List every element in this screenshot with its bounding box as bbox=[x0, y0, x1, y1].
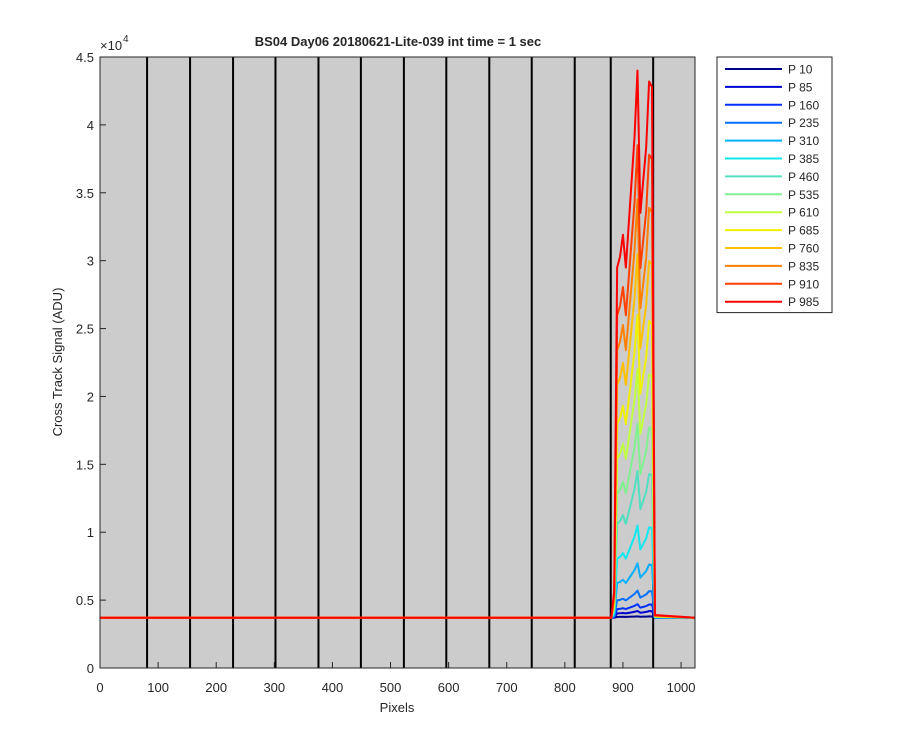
axes-frame bbox=[99, 56, 696, 669]
plot-area bbox=[100, 57, 695, 668]
legend-box bbox=[716, 56, 833, 314]
legend-label: P 460 bbox=[788, 170, 819, 184]
series-line bbox=[100, 562, 696, 619]
series-line bbox=[100, 589, 696, 619]
x-tick-label: 500 bbox=[380, 680, 402, 695]
y-tick-label: 0.5 bbox=[76, 593, 94, 608]
y-exponent-power: 4 bbox=[123, 34, 129, 45]
y-tick-label: 2 bbox=[87, 389, 94, 404]
y-tick-label: 4 bbox=[87, 118, 94, 133]
x-tick-label: 400 bbox=[322, 680, 344, 695]
x-tick-label: 200 bbox=[205, 680, 227, 695]
x-tick-label: 100 bbox=[147, 680, 169, 695]
series-line bbox=[100, 603, 696, 619]
series-line bbox=[100, 609, 696, 619]
x-tick-label: 300 bbox=[263, 680, 285, 695]
x-tick-label: 600 bbox=[438, 680, 460, 695]
chart-title: BS04 Day06 20180621-Lite-039 int time = … bbox=[255, 34, 542, 49]
legend-label: P 760 bbox=[788, 242, 819, 256]
y-tick-label: 1 bbox=[87, 525, 94, 540]
legend-label: P 310 bbox=[788, 134, 819, 148]
y-tick-label: 4.5 bbox=[76, 50, 94, 65]
x-tick-label: 800 bbox=[554, 680, 576, 695]
y-tick-label: 1.5 bbox=[76, 457, 94, 472]
legend-label: P 610 bbox=[788, 206, 819, 220]
x-tick-label: 0 bbox=[96, 680, 103, 695]
legend-label: P 160 bbox=[788, 98, 819, 112]
y-exponent-base: ×10 bbox=[100, 38, 122, 53]
legend-label: P 385 bbox=[788, 152, 819, 166]
legend-label: P 985 bbox=[788, 295, 819, 309]
x-tick-label: 1000 bbox=[667, 680, 696, 695]
legend-label: P 235 bbox=[788, 116, 819, 130]
y-tick-label: 2.5 bbox=[76, 322, 94, 337]
y-axis-label: Cross Track Signal (ADU) bbox=[50, 288, 65, 437]
legend-label: P 535 bbox=[788, 188, 819, 202]
series-line bbox=[100, 615, 695, 619]
x-tick-label: 900 bbox=[612, 680, 634, 695]
x-tick-label: 700 bbox=[496, 680, 518, 695]
y-tick-label: 3.5 bbox=[76, 186, 94, 201]
legend-label: P 910 bbox=[788, 277, 819, 291]
x-axis-label: Pixels bbox=[380, 700, 415, 715]
y-tick-label: 3 bbox=[87, 254, 94, 269]
y-tick-label: 0 bbox=[87, 661, 94, 676]
legend-label: P 10 bbox=[788, 63, 813, 77]
legend-label: P 685 bbox=[788, 224, 819, 238]
legend-label: P 85 bbox=[788, 80, 813, 94]
legend-label: P 835 bbox=[788, 259, 819, 273]
series-line bbox=[100, 69, 696, 619]
